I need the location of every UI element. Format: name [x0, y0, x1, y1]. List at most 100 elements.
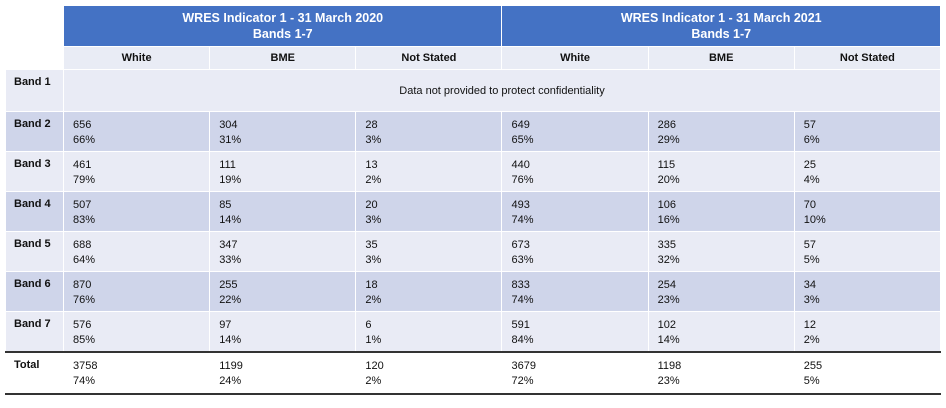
- cell-count: 347: [219, 239, 238, 251]
- column-header: Not Stated: [355, 46, 503, 70]
- cell-percent: 63%: [511, 254, 534, 266]
- table-cell: 870 76%: [63, 271, 211, 312]
- confidentiality-note: Data not provided to protect confidentia…: [63, 69, 941, 112]
- table-cell: 13 2%: [355, 151, 503, 192]
- cell-count: 673: [511, 239, 530, 251]
- cell-percent: 66%: [73, 134, 96, 146]
- cell-count: 13: [365, 159, 378, 171]
- cell-percent: 6%: [803, 134, 820, 146]
- cell-count: 688: [73, 239, 92, 251]
- column-header: BME: [647, 46, 795, 70]
- table-cell: 34 3%: [793, 271, 942, 312]
- header-2020: WRES Indicator 1 - 31 March 2020 Bands 1…: [63, 5, 503, 47]
- cell-percent: 83%: [73, 214, 96, 226]
- table-row: Band 6 870 76% 255 22% 18 2% 833 74% 254 23% 34 3%: [4, 271, 942, 312]
- column-header-row: White BME Not Stated White BME Not State…: [4, 46, 942, 70]
- row-label: Band 5: [4, 231, 65, 272]
- total-count: 1198: [657, 359, 682, 372]
- total-cell: 120 2%: [355, 350, 503, 395]
- cell-count: 25: [803, 159, 817, 171]
- table-row-total: Total 3758 74% 1199 24% 120 2% 3679 72% 1198 23% 25…: [4, 350, 942, 395]
- table-cell: 102 14%: [647, 311, 795, 352]
- cell-count: 254: [657, 279, 676, 291]
- total-cell: 3758 74%: [63, 350, 211, 395]
- total-percent: 74%: [73, 374, 96, 387]
- row-label: Band 4: [4, 191, 65, 232]
- cell-percent: 23%: [657, 294, 680, 306]
- table-cell: 673 63%: [501, 231, 649, 272]
- cell-percent: 4%: [803, 174, 820, 186]
- table-cell: 576 85%: [63, 311, 211, 352]
- cell-percent: 2%: [365, 174, 382, 186]
- cell-percent: 74%: [511, 214, 534, 226]
- cell-count: 493: [511, 199, 530, 211]
- cell-count: 111: [219, 159, 236, 171]
- cell-percent: 1%: [365, 334, 382, 346]
- cell-percent: 33%: [219, 254, 242, 266]
- cell-percent: 65%: [511, 134, 534, 146]
- cell-count: 106: [657, 199, 676, 211]
- cell-percent: 76%: [73, 294, 96, 306]
- table-cell: 115 20%: [647, 151, 795, 192]
- cell-count: 18: [365, 279, 378, 291]
- table-cell: 20 3%: [355, 191, 503, 232]
- table-cell: 6 1%: [355, 311, 503, 352]
- cell-count: 57: [803, 119, 817, 131]
- table-row-band-1: Band 1 Data not provided to protect conf…: [4, 69, 941, 112]
- cell-percent: 5%: [803, 254, 820, 266]
- cell-count: 304: [219, 119, 238, 131]
- header-2021: WRES Indicator 1 - 31 March 2021 Bands 1…: [501, 5, 941, 47]
- cell-percent: 16%: [657, 214, 680, 226]
- row-label: Band 1: [4, 69, 65, 112]
- table-cell: 97 14%: [209, 311, 357, 352]
- year-header-row: WRES Indicator 1 - 31 March 2020 Bands 1…: [4, 5, 941, 47]
- cell-count: 255: [219, 279, 238, 291]
- total-label: Total: [4, 350, 65, 395]
- cell-percent: 14%: [219, 334, 242, 346]
- column-header: White: [63, 46, 211, 70]
- table-cell: 111 19%: [209, 151, 357, 192]
- cell-count: 286: [657, 119, 676, 131]
- table-cell: 304 31%: [209, 111, 357, 152]
- total-count: 1199: [219, 359, 243, 372]
- cell-count: 440: [511, 159, 530, 171]
- table-cell: 57 5%: [793, 231, 942, 272]
- row-label: Band 3: [4, 151, 65, 192]
- cell-percent: 85%: [73, 334, 96, 346]
- cell-percent: 29%: [657, 134, 680, 146]
- cell-count: 70: [803, 199, 817, 211]
- header-2020-subtitle: Bands 1-7: [252, 27, 313, 41]
- table-cell: 656 66%: [63, 111, 211, 152]
- table-row: Band 2 656 66% 304 31% 28 3% 649 65% 286 29% 57 6%: [4, 111, 942, 152]
- table-row: Band 7 576 85% 97 14% 6 1% 591 84% 102 14% 12 2%: [4, 311, 942, 352]
- total-count: 3679: [511, 359, 536, 372]
- table-cell: 347 33%: [209, 231, 357, 272]
- table-cell: 70 10%: [793, 191, 942, 232]
- table-cell: 493 74%: [501, 191, 649, 232]
- table-cell: 57 6%: [793, 111, 942, 152]
- row-label: Band 2: [4, 111, 65, 152]
- cell-count: 833: [511, 279, 530, 291]
- table-cell: 85 14%: [209, 191, 357, 232]
- cell-count: 102: [657, 319, 676, 331]
- cell-count: 6: [365, 319, 372, 331]
- cell-percent: 74%: [511, 294, 534, 306]
- cell-percent: 64%: [73, 254, 96, 266]
- cell-percent: 84%: [511, 334, 534, 346]
- cell-count: 507: [73, 199, 92, 211]
- table-cell: 35 3%: [355, 231, 503, 272]
- cell-percent: 79%: [73, 174, 96, 186]
- cell-count: 97: [219, 319, 232, 331]
- total-count: 255: [803, 359, 823, 372]
- table-cell: 833 74%: [501, 271, 649, 312]
- cell-percent: 14%: [657, 334, 680, 346]
- table-cell: 461 79%: [63, 151, 211, 192]
- cell-count: 28: [365, 119, 378, 131]
- table-cell: 28 3%: [355, 111, 503, 152]
- total-cell: 255 5%: [793, 350, 942, 395]
- wres-table: WRES Indicator 1 - 31 March 2020 Bands 1…: [4, 5, 942, 395]
- table-cell: 688 64%: [63, 231, 211, 272]
- cell-count: 115: [657, 159, 676, 171]
- corner-cell: [4, 46, 65, 70]
- cell-count: 85: [219, 199, 232, 211]
